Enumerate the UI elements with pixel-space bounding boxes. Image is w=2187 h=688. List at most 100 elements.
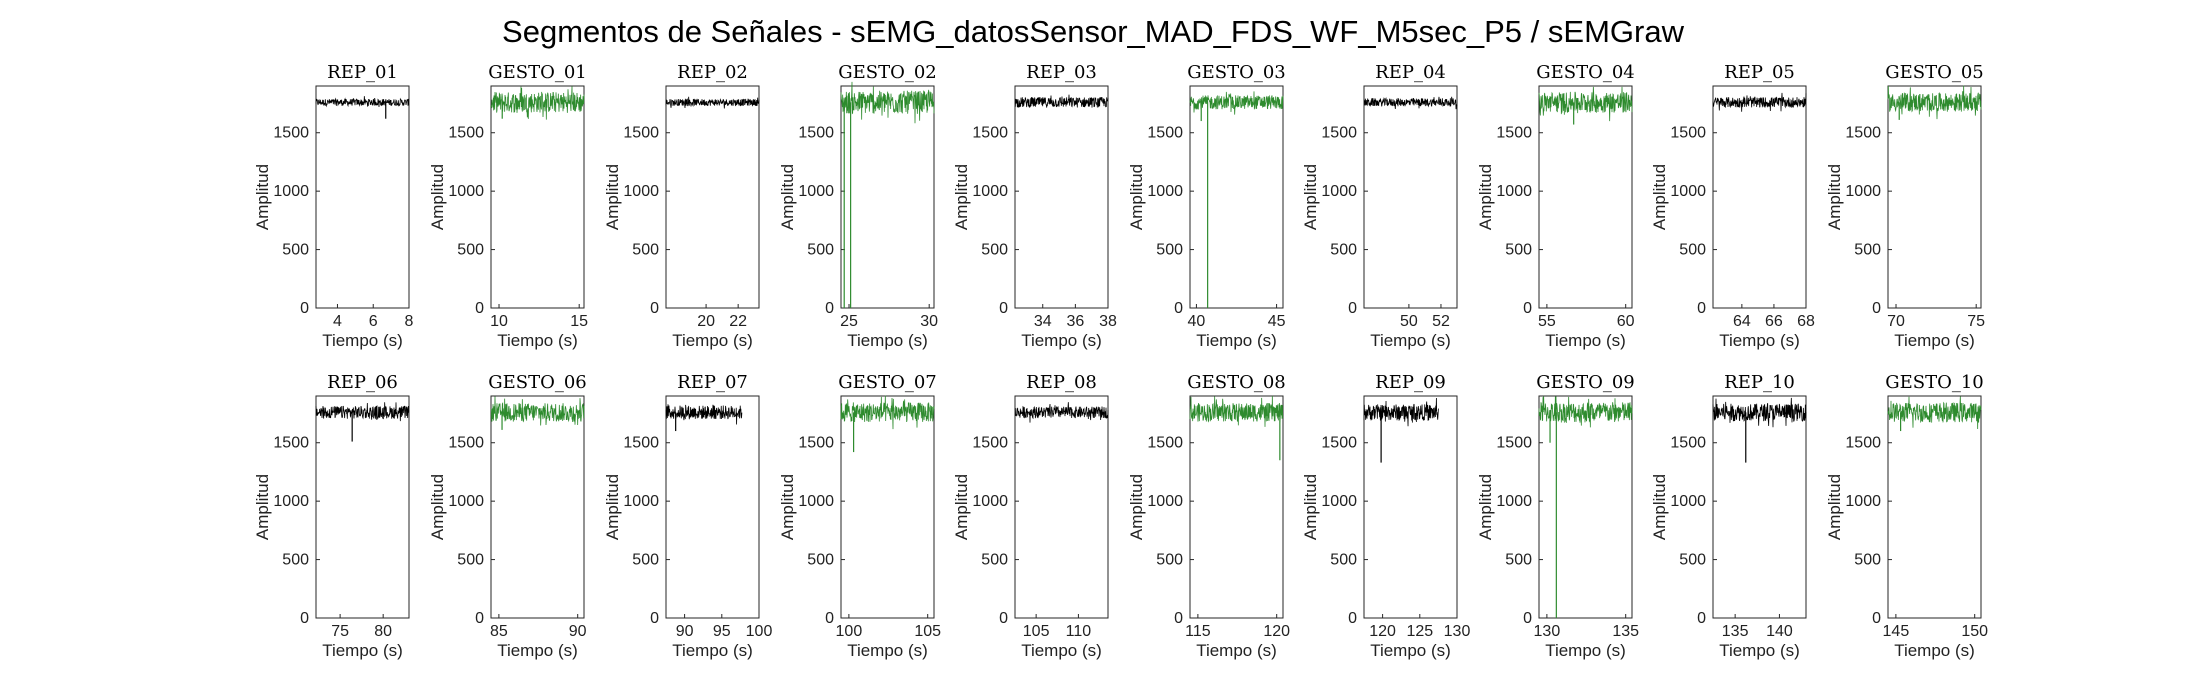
x-tick-label: 135 bbox=[1612, 623, 1639, 640]
x-tick-label: 38 bbox=[1099, 313, 1117, 330]
y-tick-label: 1500 bbox=[1321, 435, 1357, 452]
x-tick-label: 30 bbox=[920, 313, 938, 330]
y-tick-label: 500 bbox=[1156, 552, 1183, 569]
signal-trace bbox=[490, 396, 585, 426]
y-tick-label: 0 bbox=[825, 610, 834, 627]
x-tick-label: 100 bbox=[836, 623, 863, 640]
y-axis-label: Amplitud bbox=[428, 474, 447, 540]
y-tick-label: 1000 bbox=[972, 493, 1008, 510]
x-axis-label: Tiempo (s) bbox=[847, 641, 928, 660]
y-tick-label: 500 bbox=[1505, 552, 1532, 569]
x-tick-label: 140 bbox=[1766, 623, 1793, 640]
y-axis-label: Amplitud bbox=[778, 474, 797, 540]
axes-box bbox=[1363, 395, 1458, 619]
x-axis-label: Tiempo (s) bbox=[497, 641, 578, 660]
y-tick-label: 500 bbox=[1330, 242, 1357, 259]
y-axis-label: Amplitud bbox=[778, 164, 797, 230]
subplot-title: REP_04 bbox=[1375, 62, 1446, 83]
x-axis-label: Tiempo (s) bbox=[1719, 331, 1800, 350]
x-axis-label: Tiempo (s) bbox=[322, 331, 403, 350]
x-tick-label: 135 bbox=[1722, 623, 1749, 640]
y-tick-label: 1000 bbox=[1496, 493, 1532, 510]
x-tick-label: 75 bbox=[1967, 313, 1985, 330]
x-tick-label: 100 bbox=[746, 623, 773, 640]
y-tick-label: 1000 bbox=[448, 183, 484, 200]
y-tick-label: 1500 bbox=[273, 125, 309, 142]
x-tick-label: 55 bbox=[1538, 313, 1556, 330]
y-tick-label: 0 bbox=[1348, 300, 1357, 317]
y-tick-label: 1500 bbox=[623, 125, 659, 142]
axes-box bbox=[315, 85, 410, 309]
axes-box bbox=[315, 395, 410, 619]
subplot-title: GESTO_01 bbox=[488, 62, 587, 83]
y-tick-label: 0 bbox=[1174, 300, 1183, 317]
y-tick-label: 0 bbox=[1697, 610, 1706, 627]
x-tick-label: 22 bbox=[729, 313, 747, 330]
x-axis-label: Tiempo (s) bbox=[1196, 641, 1277, 660]
y-axis-label: Amplitud bbox=[952, 164, 971, 230]
x-tick-label: 10 bbox=[490, 313, 508, 330]
y-tick-label: 500 bbox=[1854, 552, 1881, 569]
subplot-title: GESTO_10 bbox=[1885, 372, 1984, 393]
y-tick-label: 1500 bbox=[1147, 125, 1183, 142]
y-tick-label: 500 bbox=[981, 242, 1008, 259]
y-axis-label: Amplitud bbox=[253, 164, 272, 230]
subplot-title: REP_05 bbox=[1724, 62, 1795, 83]
y-tick-label: 500 bbox=[981, 552, 1008, 569]
x-axis-label: Tiempo (s) bbox=[497, 331, 578, 350]
x-tick-label: 36 bbox=[1066, 313, 1084, 330]
y-tick-label: 1500 bbox=[798, 125, 834, 142]
y-tick-label: 1500 bbox=[1321, 125, 1357, 142]
subplot-title: REP_02 bbox=[677, 62, 748, 83]
signal-trace bbox=[1538, 86, 1633, 122]
x-tick-label: 120 bbox=[1369, 623, 1396, 640]
y-tick-label: 500 bbox=[282, 242, 309, 259]
y-tick-label: 1000 bbox=[1845, 493, 1881, 510]
axes-box bbox=[665, 395, 760, 619]
y-tick-label: 1000 bbox=[1321, 183, 1357, 200]
x-axis-label: Tiempo (s) bbox=[1021, 641, 1102, 660]
y-tick-label: 500 bbox=[632, 552, 659, 569]
y-axis-label: Amplitud bbox=[952, 474, 971, 540]
y-tick-label: 1500 bbox=[623, 435, 659, 452]
signal-trace bbox=[1887, 85, 1982, 120]
signal-trace bbox=[1189, 396, 1284, 427]
y-tick-label: 1500 bbox=[448, 125, 484, 142]
y-tick-label: 1500 bbox=[448, 435, 484, 452]
y-tick-label: 500 bbox=[807, 552, 834, 569]
x-tick-label: 110 bbox=[1066, 623, 1092, 640]
signal-trace bbox=[1538, 396, 1633, 428]
x-axis-label: Tiempo (s) bbox=[1196, 331, 1277, 350]
y-tick-label: 1000 bbox=[972, 183, 1008, 200]
x-tick-label: 40 bbox=[1188, 313, 1206, 330]
subplot-title: GESTO_03 bbox=[1187, 62, 1286, 83]
x-tick-label: 75 bbox=[331, 623, 349, 640]
x-tick-label: 52 bbox=[1432, 313, 1450, 330]
subplot-title: GESTO_09 bbox=[1536, 372, 1635, 393]
axes-box bbox=[1538, 395, 1633, 619]
y-tick-label: 500 bbox=[1156, 242, 1183, 259]
y-tick-label: 0 bbox=[300, 610, 309, 627]
x-axis-label: Tiempo (s) bbox=[1545, 331, 1626, 350]
subplot-title: GESTO_05 bbox=[1885, 62, 1984, 83]
signal-trace bbox=[840, 395, 935, 430]
x-tick-label: 15 bbox=[570, 313, 588, 330]
y-tick-label: 1500 bbox=[1845, 435, 1881, 452]
x-axis-label: Tiempo (s) bbox=[1894, 641, 1975, 660]
signal-trace bbox=[1712, 397, 1807, 428]
x-tick-label: 34 bbox=[1034, 313, 1052, 330]
signal-trace bbox=[1887, 396, 1982, 429]
y-tick-label: 500 bbox=[632, 242, 659, 259]
subplot-title: GESTO_02 bbox=[838, 62, 937, 83]
signal-trace bbox=[490, 86, 585, 120]
signal-trace bbox=[1363, 397, 1439, 427]
signal-trace bbox=[315, 402, 410, 422]
y-tick-label: 1500 bbox=[1845, 125, 1881, 142]
axes-box bbox=[1189, 395, 1284, 619]
